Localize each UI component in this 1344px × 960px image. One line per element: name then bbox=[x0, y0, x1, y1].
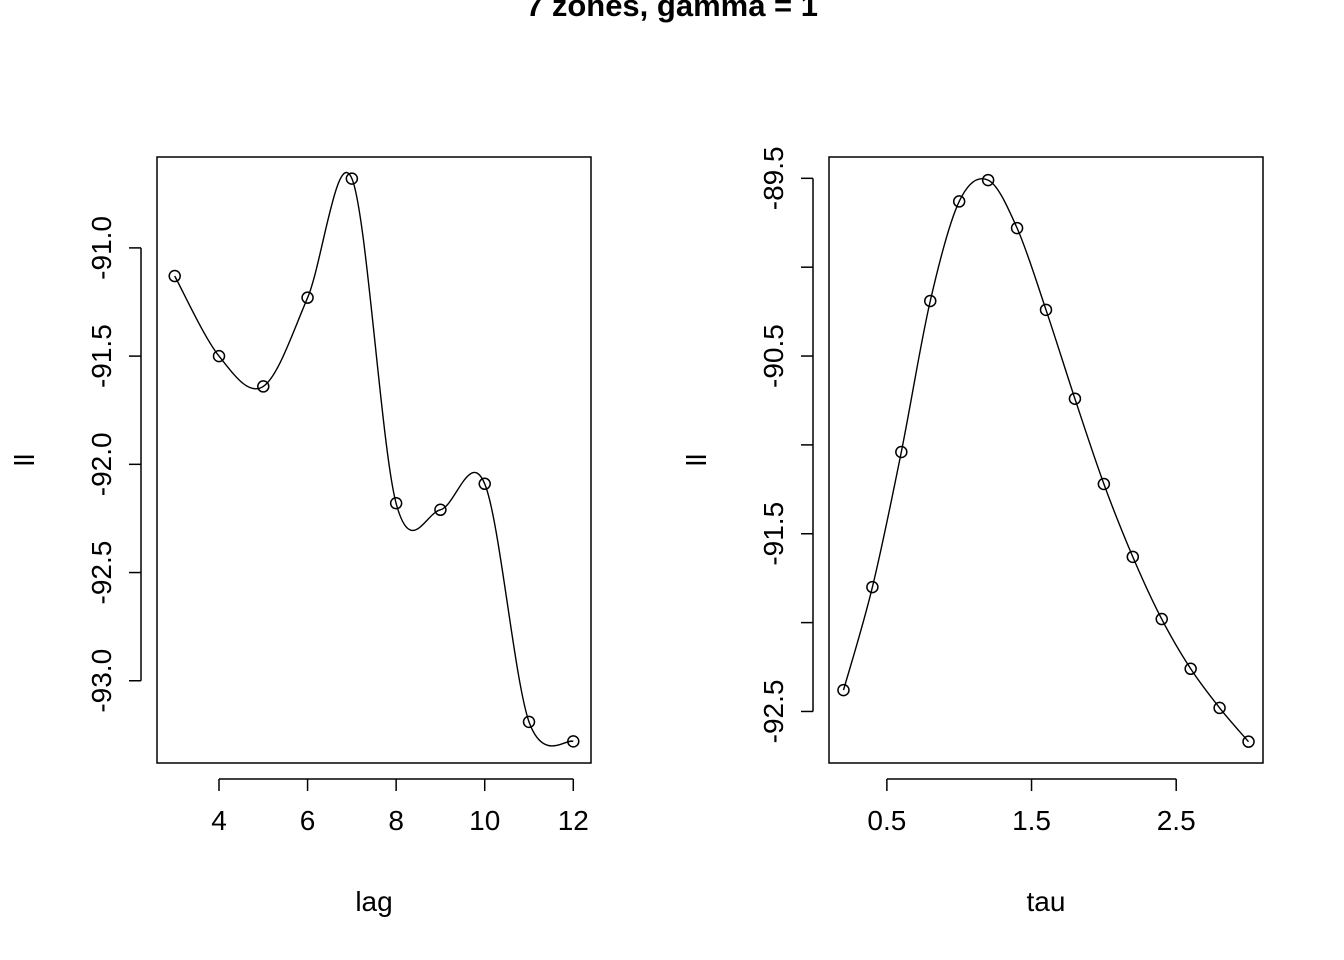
tau-plot-box bbox=[828, 156, 1264, 764]
tau-plot-data-point bbox=[1213, 701, 1226, 715]
lag-plot-x-tick-label: 4 bbox=[211, 805, 227, 836]
tau-plot-data-point bbox=[924, 294, 937, 308]
lag-plot-data-point bbox=[301, 291, 314, 304]
tau-plot-data-point bbox=[952, 195, 966, 208]
lag-plot-x-tick-label: 8 bbox=[388, 805, 404, 836]
tau-plot-y-axis: -92.5 -91.5 -90.5 -89.5 bbox=[758, 146, 814, 744]
lag-plot-y-tick-label: -92.5 bbox=[86, 541, 117, 605]
figure-title: 7 zones, gamma = 1 bbox=[526, 0, 818, 23]
tau-plot-data-point bbox=[1242, 735, 1255, 748]
tau-plot-x-tick-label: 1.5 bbox=[1012, 805, 1051, 836]
tau-plot-data-point bbox=[837, 683, 850, 697]
lag-plot-data-point bbox=[478, 477, 491, 491]
tau-plot-y-tick-label: -89.5 bbox=[758, 146, 789, 210]
tau-plot-data-point bbox=[866, 580, 879, 594]
lag-plot-data-point bbox=[345, 172, 359, 185]
lag-plot-data-point bbox=[257, 380, 270, 393]
lag-plot-data-point bbox=[522, 715, 536, 729]
tau-plot-data-point bbox=[981, 173, 995, 187]
lag-plot-data-point bbox=[212, 349, 226, 363]
lag-plot-y-tick-label: -93.0 bbox=[86, 649, 117, 713]
tau-plot-data-point bbox=[1010, 221, 1024, 235]
tau-plot-data-point bbox=[1039, 303, 1053, 317]
lag-plot-x-tick-label: 6 bbox=[300, 805, 316, 836]
tau-plot-data-point bbox=[1126, 550, 1140, 564]
tau-plot-smooth-curve bbox=[842, 178, 1250, 743]
lag-plot-panel: lag ll 4 6 8 10 12 -93.0 -92.5 -92.0 -91.5 -91.0 bbox=[9, 156, 592, 917]
tau-plot-y-tick-label: -91.5 bbox=[758, 502, 789, 566]
lag-plot-y-axis-title: ll bbox=[9, 454, 40, 466]
lag-plot-points bbox=[168, 172, 580, 748]
tau-plot-data-point bbox=[895, 445, 908, 459]
tau-plot-y-axis-title: ll bbox=[681, 454, 712, 466]
tau-plot-x-tick-label: 2.5 bbox=[1157, 805, 1196, 836]
tau-plot-x-axis-title: tau bbox=[1027, 886, 1066, 917]
tau-plot-data-point bbox=[1155, 612, 1168, 626]
lag-plot-data-point bbox=[168, 269, 181, 283]
lag-plot-smooth-curve bbox=[174, 171, 574, 747]
lag-plot-data-point bbox=[434, 503, 447, 517]
tau-plot-y-tick-label: -90.5 bbox=[758, 324, 789, 388]
tau-plot-panel: tau ll 0.5 1.5 2.5 -92.5 -91.5 -90.5 -89.5 bbox=[681, 146, 1264, 917]
lag-plot-y-axis: -93.0 -92.5 -92.0 -91.5 -91.0 bbox=[86, 216, 142, 713]
lag-plot-x-tick-label: 10 bbox=[469, 805, 500, 836]
lag-plot-data-point bbox=[389, 497, 403, 510]
tau-plot-x-tick-label: 0.5 bbox=[867, 805, 906, 836]
tau-plot-data-point bbox=[1068, 392, 1082, 405]
lag-plot-y-tick-label: -91.0 bbox=[86, 216, 117, 280]
lag-plot-y-tick-label: -92.0 bbox=[86, 432, 117, 496]
lag-plot-box bbox=[156, 156, 592, 764]
lag-plot-x-axis: 4 6 8 10 12 bbox=[211, 778, 589, 836]
tau-plot-x-axis: 0.5 1.5 2.5 bbox=[867, 778, 1196, 836]
tau-plot-points bbox=[837, 173, 1255, 748]
tau-plot-data-point bbox=[1097, 477, 1111, 491]
lag-plot-y-tick-label: -91.5 bbox=[86, 324, 117, 388]
lag-plot-x-tick-label: 12 bbox=[558, 805, 589, 836]
lag-plot-data-point bbox=[567, 735, 580, 748]
tau-plot-data-point bbox=[1184, 662, 1197, 676]
tau-plot-y-tick-label: -92.5 bbox=[758, 680, 789, 744]
lag-plot-x-axis-title: lag bbox=[355, 886, 392, 917]
